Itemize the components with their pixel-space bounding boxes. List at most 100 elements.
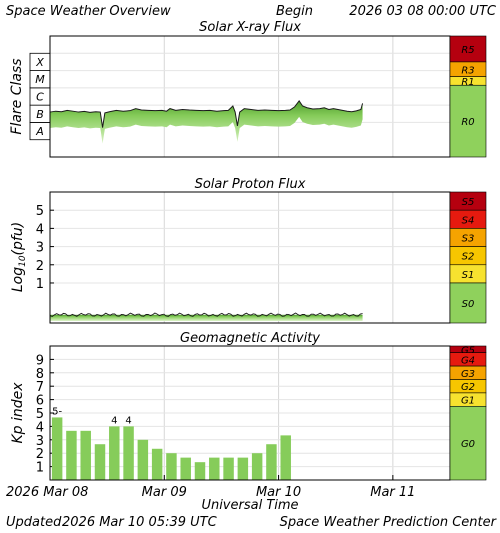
proton-ylabel: Log10(pfu) (10, 222, 28, 292)
proton-ytick-label-2: 2 (36, 259, 44, 274)
r-scale-r1-label: R1 (461, 77, 474, 88)
kp-bar (66, 430, 77, 480)
r-scale-r3-label: R3 (461, 65, 474, 76)
kp-ylabel: Kp index (10, 382, 26, 444)
proton-ytick-label-1: 1 (36, 277, 44, 292)
kp-bar (180, 457, 191, 480)
s-scale-s1-label: S1 (462, 270, 475, 281)
kp-title: Geomagnetic Activity (180, 331, 320, 346)
kp-ytick-label-5: 5 (36, 407, 44, 422)
kp-bar (109, 426, 120, 480)
kp-bar (94, 444, 106, 480)
proton-flux-line (49, 312, 363, 318)
kp-ytick-label-6: 6 (36, 394, 44, 409)
proton-ytick-label-5: 5 (36, 204, 44, 219)
updated-label: Updated (6, 515, 62, 530)
x-tick-label-3: Mar 11 (370, 485, 415, 500)
kp-value-labels: 5- 4 4 (52, 406, 132, 426)
kp-bar (123, 426, 134, 480)
s-scale-s5-label: S5 (462, 197, 475, 208)
s-scale-s0-segment (449, 282, 487, 324)
x-axis-label: Universal Time (201, 498, 298, 513)
s-scale-s2-label: S2 (462, 252, 475, 263)
g-scale-g2-label: G2 (461, 382, 475, 393)
proton-tick-labels: 1 2 3 4 5 (36, 204, 450, 292)
kp-bar (137, 439, 149, 480)
r-scale-r0-segment (449, 84, 487, 158)
x-tick-label-2: Mar 10 (256, 485, 301, 500)
kp-bar (51, 417, 63, 480)
kp-ytick-label-2: 2 (36, 447, 44, 462)
proton-grid (163, 192, 394, 323)
xray-ylabel: Flare Class (9, 58, 25, 134)
r-scale-r5-segment (449, 35, 487, 63)
r-scale-r5-label: R5 (461, 45, 474, 56)
proton-title: Solar Proton Flux (195, 177, 306, 192)
kp-bar (151, 448, 163, 480)
proton-s-scale: S5 S4 S3 S2 S1 S0 (449, 191, 487, 324)
begin-time: 2026 03 08 00:00 UTC (349, 4, 497, 19)
kp-bar (266, 444, 277, 480)
kp-ytick-label-1: 1 (36, 461, 44, 476)
kp-bar-label: 4 (111, 415, 117, 426)
proton-ytick-label-3: 3 (36, 241, 44, 256)
kp-bar (166, 453, 177, 480)
xray-plot-area (50, 36, 450, 157)
kp-bar (251, 453, 263, 480)
kp-ytick-label-8: 8 (36, 367, 44, 382)
g-scale-g0-label: G0 (461, 439, 475, 450)
g-scale-g1-label: G1 (461, 396, 475, 407)
x-axis-tick-labels: 2026 Mar 08 Mar 09 Mar 10 Mar 11 (6, 485, 415, 500)
flare-class-label-b: B (36, 108, 44, 121)
kp-bar-label: 5- (52, 406, 62, 417)
kp-ytick-label-9: 9 (36, 353, 44, 368)
g-scale-g4-label: G4 (461, 355, 475, 366)
xray-grid (163, 36, 394, 157)
kp-ytick-label-7: 7 (36, 380, 44, 395)
proton-plot-area (50, 192, 450, 323)
kp-bar (237, 457, 249, 480)
flare-class-label-m: M (35, 73, 45, 86)
updated-time: 2026 Mar 10 05:39 UTC (62, 515, 218, 530)
kp-bar (80, 430, 91, 480)
swpc-credit: Space Weather Prediction Center (280, 515, 498, 530)
begin-label: Begin (276, 4, 313, 19)
proton-flux-shading (50, 314, 363, 321)
g-scale-g3-label: G3 (461, 369, 475, 380)
kp-bar-label: 4 (125, 415, 131, 426)
x-tick-label-1: Mar 09 (142, 485, 187, 500)
kp-ytick-label-3: 3 (36, 434, 44, 449)
kp-bars (51, 417, 291, 480)
xray-trace (49, 99, 364, 144)
s-scale-s0-label: S0 (462, 299, 475, 310)
s-scale-s3-label: S3 (462, 233, 475, 244)
proton-trace (49, 312, 363, 321)
s-scale-s4-label: S4 (462, 215, 475, 226)
flare-class-label-a: A (35, 125, 44, 138)
flare-class-label-x: X (35, 56, 44, 69)
flare-class-label-c: C (36, 91, 44, 104)
x-tick-label-0: 2026 Mar 08 (6, 485, 88, 500)
r-scale-r0-label: R0 (461, 117, 474, 128)
kp-bar (209, 457, 220, 480)
x-axis-ticks (49, 475, 394, 480)
g-scale-g0-segment (449, 405, 487, 481)
kp-bar (280, 435, 291, 480)
page-title: Space Weather Overview (6, 4, 171, 19)
proton-ytick-label-4: 4 (36, 222, 44, 237)
xray-flux-line (49, 99, 364, 128)
kp-ytick-label-4: 4 (36, 420, 44, 435)
g-scale-g5-label: G5 (461, 345, 475, 356)
xray-title: Solar X-ray Flux (199, 20, 301, 35)
kp-bar (223, 457, 234, 480)
kp-bar (194, 462, 206, 480)
xray-flux-shading (50, 100, 363, 144)
